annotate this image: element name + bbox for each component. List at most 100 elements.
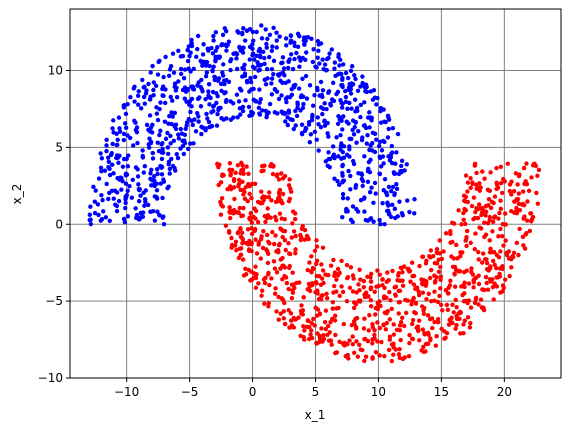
scatter-point <box>362 294 368 300</box>
scatter-point <box>106 155 111 160</box>
scatter-point <box>352 73 357 78</box>
scatter-point <box>362 336 368 342</box>
scatter-point <box>128 94 133 100</box>
scatter-point <box>314 273 319 279</box>
scatter-point <box>232 243 238 248</box>
scatter-point <box>204 111 209 117</box>
scatter-point <box>173 122 179 127</box>
scatter-point <box>187 53 192 59</box>
scatter-point <box>289 323 295 328</box>
scatter-point <box>430 325 435 331</box>
scatter-point <box>529 219 534 224</box>
scatter-point <box>151 93 156 98</box>
scatter-point <box>375 339 380 344</box>
scatter-point <box>290 288 295 293</box>
scatter-point <box>237 205 242 211</box>
scatter-point <box>185 146 191 152</box>
scatter-point <box>472 246 477 252</box>
scatter-point <box>264 41 269 47</box>
scatter-point <box>317 61 322 66</box>
scatter-point <box>331 80 336 86</box>
scatter-point <box>233 170 238 176</box>
scatter-point <box>265 206 270 211</box>
scatter-point <box>305 318 310 323</box>
scatter-point <box>138 211 144 216</box>
scatter-point <box>509 209 514 214</box>
scatter-point <box>283 119 288 124</box>
scatter-point <box>148 125 154 130</box>
scatter-point <box>123 171 129 177</box>
scatter-point <box>159 164 165 170</box>
scatter-point <box>348 68 354 74</box>
scatter-point <box>483 274 489 280</box>
scatter-point <box>367 312 372 318</box>
scatter-point <box>222 81 227 87</box>
scatter-point <box>260 108 265 113</box>
scatter-point <box>194 54 199 60</box>
scatter-point <box>340 101 345 106</box>
scatter-point <box>327 330 332 335</box>
scatter-point <box>96 176 102 181</box>
scatter-point <box>488 246 493 251</box>
scatter-point <box>371 200 376 205</box>
scatter-point <box>290 221 295 226</box>
scatter-point <box>361 285 367 290</box>
scatter-point <box>265 260 271 266</box>
scatter-point <box>377 272 382 277</box>
scatter-point <box>427 275 433 281</box>
scatter-point <box>476 202 482 207</box>
scatter-point <box>269 66 275 72</box>
scatter-point <box>333 332 338 338</box>
scatter-point <box>285 115 290 120</box>
scatter-point <box>300 308 306 313</box>
scatter-point <box>147 113 153 118</box>
scatter-point <box>137 187 142 192</box>
scatter-point <box>468 305 474 310</box>
scatter-point <box>344 262 350 268</box>
scatter-point <box>354 315 360 321</box>
scatter-point <box>214 123 220 128</box>
scatter-point <box>169 156 174 162</box>
scatter-point <box>252 206 257 211</box>
scatter-point <box>316 296 322 302</box>
scatter-point <box>319 92 325 98</box>
scatter-point <box>392 191 397 196</box>
scatter-point <box>290 117 295 123</box>
scatter-point <box>264 45 269 50</box>
scatter-point <box>280 55 286 60</box>
scatter-point <box>249 195 254 201</box>
scatter-point <box>367 190 373 195</box>
scatter-point <box>352 350 357 355</box>
scatter-point <box>498 180 504 186</box>
scatter-point <box>471 277 477 282</box>
scatter-point <box>509 265 514 270</box>
scatter-point <box>167 171 172 176</box>
scatter-point <box>125 164 131 169</box>
scatter-point <box>367 125 372 130</box>
scatter-point <box>274 309 279 314</box>
scatter-point <box>290 66 296 72</box>
scatter-point <box>224 48 229 53</box>
scatter-point <box>360 80 365 86</box>
scatter-point <box>375 304 380 310</box>
scatter-point <box>347 338 352 343</box>
scatter-point <box>95 202 101 207</box>
scatter-point <box>435 299 441 305</box>
scatter-point <box>404 162 409 167</box>
scatter-point <box>340 170 345 176</box>
scatter-point <box>528 211 533 216</box>
scatter-point <box>340 191 346 197</box>
scatter-point <box>520 201 526 207</box>
scatter-point <box>479 305 485 310</box>
scatter-point <box>484 280 489 286</box>
scatter-point <box>355 88 361 93</box>
scatter-point <box>277 211 283 216</box>
scatter-point <box>239 47 245 53</box>
scatter-point <box>347 136 352 142</box>
scatter-point <box>522 246 528 251</box>
scatter-point <box>252 228 257 234</box>
y-tick-label: 10 <box>48 64 63 78</box>
scatter-point <box>98 165 104 171</box>
scatter-point <box>340 83 345 88</box>
scatter-point <box>206 82 212 87</box>
